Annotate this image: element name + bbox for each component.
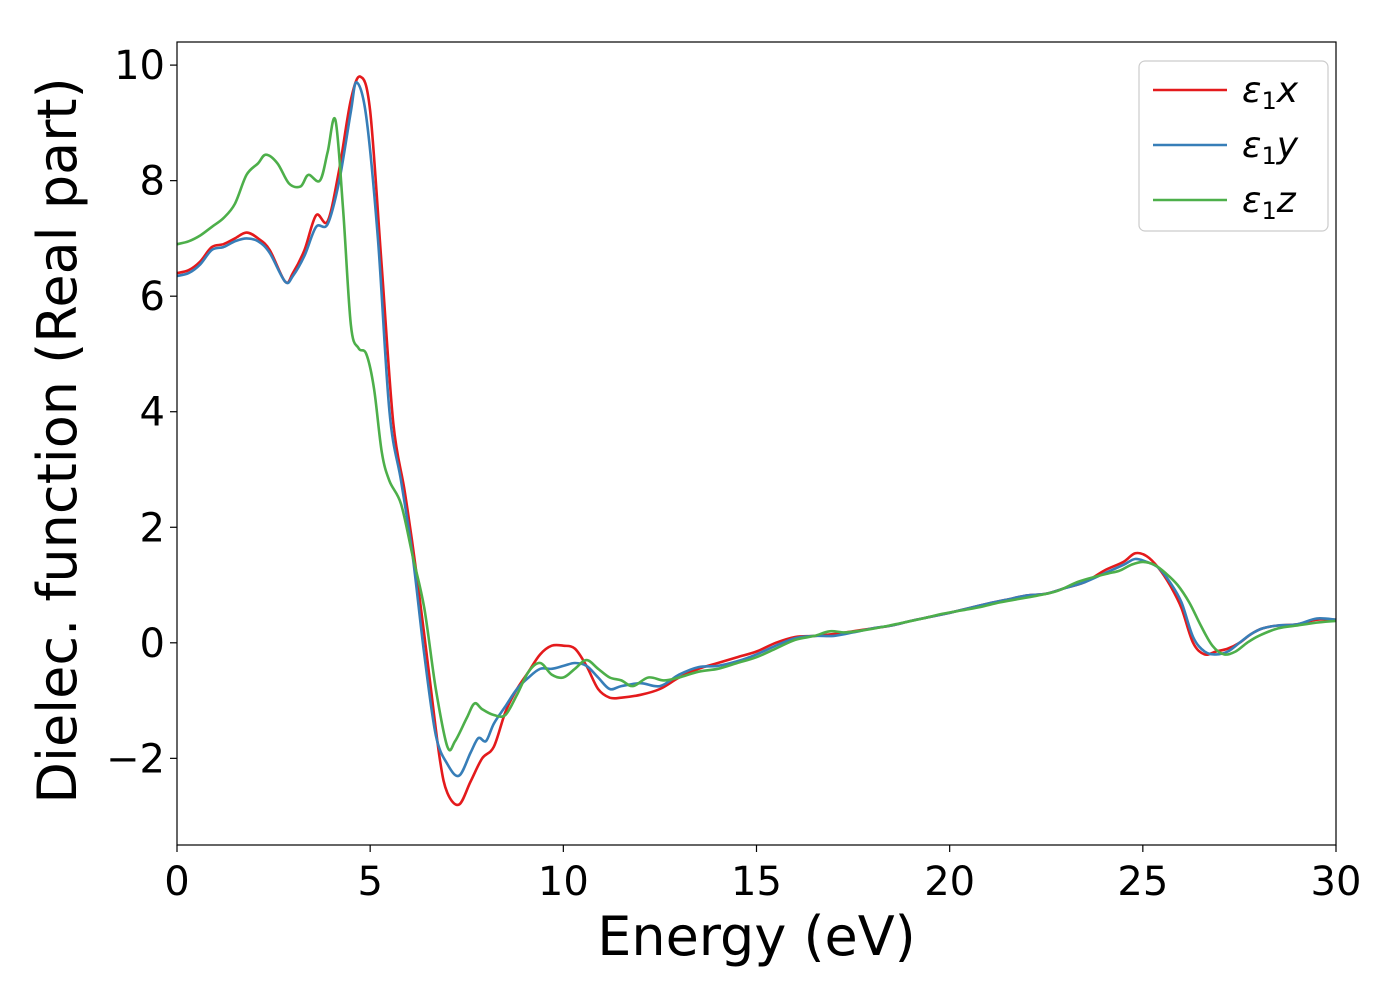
y-tick-label: 2	[140, 505, 165, 551]
legend-label-x: ε1x	[1242, 70, 1299, 115]
x-axis-title: Energy (eV)	[597, 905, 916, 968]
series-line-x	[177, 75, 1336, 807]
series-line-z	[177, 116, 1336, 752]
y-axis-title: Dielec. function (Real part)	[26, 77, 89, 803]
legend-label-y: ε1y	[1242, 125, 1299, 170]
y-tick-label: 10	[114, 43, 165, 89]
ticks-layer: 0 5 10 15 20 25 30 −2 0 2 4 6 8 10	[106, 43, 1361, 905]
x-tick-label: 25	[1117, 859, 1168, 905]
y-tick-label: 0	[140, 621, 165, 667]
x-tick-label: 15	[731, 859, 782, 905]
x-tick-label: 0	[164, 859, 189, 905]
y-tick-label: 4	[140, 390, 165, 436]
legend: ε1x ε1y ε1z	[1138, 60, 1329, 232]
series-layer	[177, 75, 1336, 807]
x-tick-label: 5	[357, 859, 382, 905]
legend-label-z: ε1z	[1242, 180, 1297, 225]
y-tick-label: 8	[140, 159, 165, 205]
x-tick-label: 30	[1311, 859, 1362, 905]
x-tick-label: 10	[538, 859, 589, 905]
legend-box	[1138, 60, 1329, 232]
y-tick-label: −2	[106, 736, 165, 782]
x-tick-label: 20	[924, 859, 975, 905]
y-tick-label: 6	[140, 274, 165, 320]
